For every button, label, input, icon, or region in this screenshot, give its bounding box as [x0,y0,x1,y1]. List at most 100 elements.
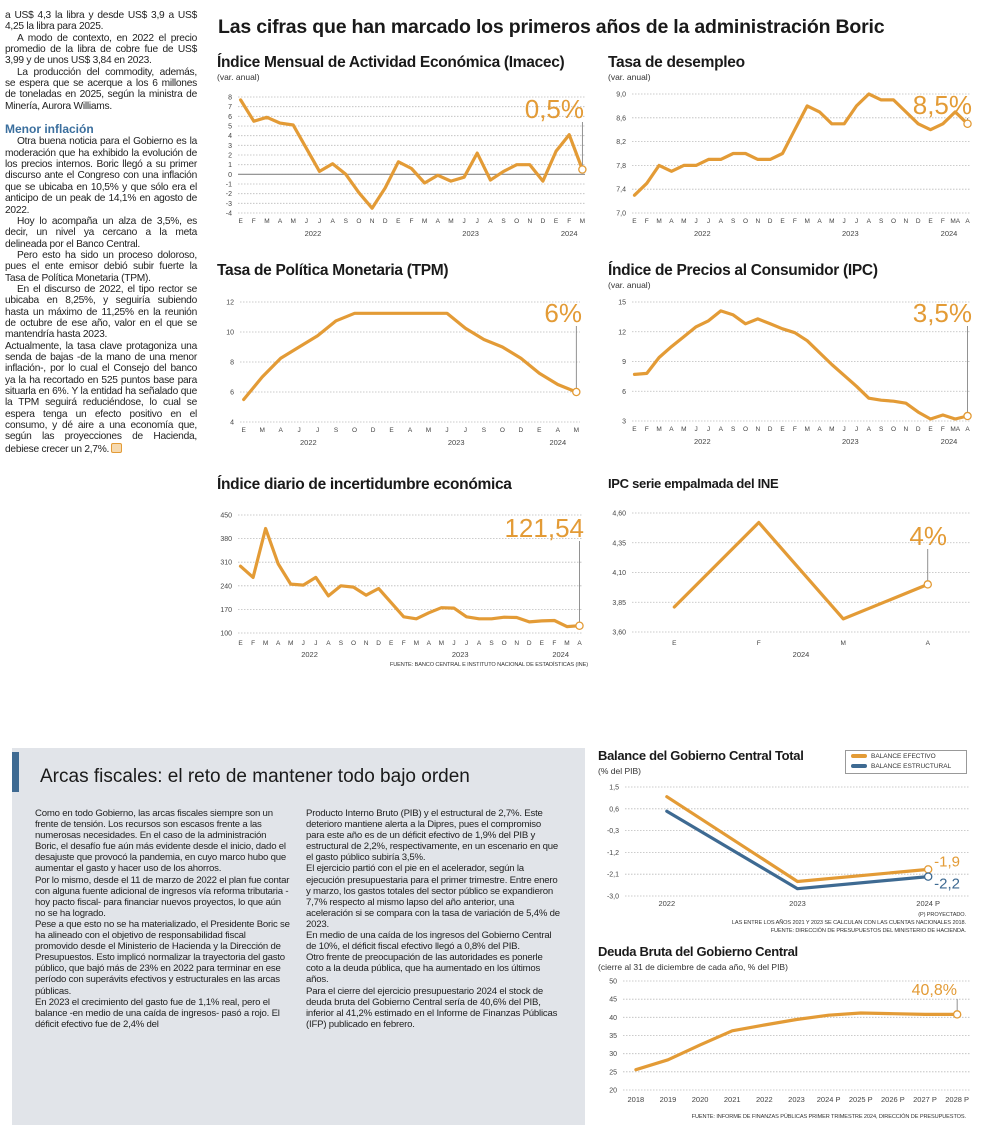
year-label: 2023 [842,229,859,238]
year-label: 2024 [941,437,958,446]
series-line [238,526,582,629]
x-tick-label: D [768,218,773,225]
x-tick-label: F [645,426,649,433]
x-tick-label: E [389,640,394,647]
x-tick-label: A [436,218,441,225]
legend-label: BALANCE EFECTIVO [871,752,936,760]
x-tick-label: E [554,218,559,225]
x-tick-label: A [867,218,872,225]
x-tick-label: S [482,427,487,434]
series-line [634,1011,959,1072]
x-tick-label: A [326,640,331,647]
chart-title-tpm: Tasa de Política Monetaria (TPM) [217,262,449,279]
x-tick-label: M [259,427,264,434]
end-value-label: -1,9 [934,853,960,870]
callout-value: 3,5% [913,298,972,328]
x-tick-label: S [879,218,884,225]
article-paragraph: Hoy lo acompaña un alza de 3,5%, es deci… [5,215,197,250]
y-tick-label: 8,2 [616,139,626,146]
x-tick-label: E [632,426,637,433]
x-tick-label: N [755,426,760,433]
x-tick-label: A [669,426,674,433]
chart-subtitle-balance: (% del PIB) [598,766,641,776]
x-tick-label: 2021 [724,1095,741,1104]
x-tick-label: J [316,427,319,434]
x-tick-label: S [731,218,736,225]
box-paragraph: En medio de una caída de los ingresos de… [306,930,552,953]
box-paragraph: En 2023 el crecimiento del gasto fue de … [35,996,280,1030]
x-tick-label: E [780,218,785,225]
chart-title-imacec: Índice Mensual de Actividad Económica (I… [217,54,565,71]
x-tick-label: S [344,218,349,225]
article-paragraph: Pero esto ha sido un proceso doloroso, p… [5,249,197,284]
x-tick-label: F [793,426,797,433]
x-tick-label: F [567,218,571,225]
note: (P) PROYECTADO. [918,912,966,918]
x-tick-label: E [396,218,401,225]
box-paragraph: Para el cierre del ejercicio presupuesta… [306,985,558,1030]
x-tick-label: F [410,218,414,225]
y-tick-label: 6 [622,389,626,396]
x-tick-label: J [318,218,321,225]
chart-legend-balance: BALANCE EFECTIVO BALANCE ESTRUCTURAL [845,750,967,774]
y-tick-label: 0,6 [609,806,619,813]
x-tick-label: F [757,640,761,647]
y-tick-label: 9,0 [616,92,626,99]
last-point-marker [952,1010,962,1019]
y-tick-label: 4,35 [612,540,626,547]
y-tick-label: 3 [228,143,232,150]
end-of-article-icon [111,442,123,453]
x-tick-label: S [334,427,339,434]
last-point-marker [572,387,581,397]
year-label: 2023 [452,650,469,659]
y-tick-label: 0 [228,172,232,179]
chart-subtitle-ipc: (var. anual) [608,280,651,290]
x-tick-label: O [891,426,896,433]
series-line [672,520,930,621]
x-tick-label: N [527,218,532,225]
x-tick-label: M [439,640,444,647]
fiscal-box-accent-bar [12,752,19,792]
x-tick-label: S [879,426,884,433]
x-tick-label: N [364,640,369,647]
article-paragraph: Actualmente, la tasa clave protagoniza u… [5,341,197,455]
box-paragraph: Pese a que esto no se ha materializado, … [35,918,290,997]
x-tick-label: M [414,640,419,647]
x-tick-label: O [743,218,748,225]
x-tick-label: E [632,218,637,225]
x-tick-label: A [330,218,335,225]
x-tick-label: A [276,640,281,647]
x-tick-label: D [519,427,524,434]
x-tick-label: J [302,640,305,647]
x-tick-label: N [370,218,375,225]
x-tick-label: A [427,640,432,647]
x-tick-label: M [574,427,579,434]
x-tick-label: D [916,218,921,225]
x-tick-label: F [251,640,255,647]
y-tick-label: 7,0 [616,211,626,218]
y-tick-label: 3 [622,419,626,426]
x-tick-label: J [298,427,301,434]
x-tick-label: S [339,640,344,647]
y-tick-label: -1 [226,182,232,189]
x-tick-label: O [352,427,357,434]
y-tick-label: 4,10 [612,570,626,577]
article-paragraph: La producción del commodity, además, se … [5,66,197,112]
series-line [242,311,578,402]
page-headline: Las cifras que han marcado los primeros … [218,16,885,38]
y-tick-label: 240 [220,583,232,590]
end-value-label: -2,2 [934,876,960,893]
x-tick-label: J [855,426,858,433]
note: FUENTE: DIRECCIÓN DE PRESUPUESTOS DEL MI… [770,928,966,934]
article-paragraph: En el discurso de 2022, el tipo rector s… [5,283,197,341]
x-tick-label: J [452,640,455,647]
y-tick-label: 1,5 [609,785,619,792]
x-tick-label: F [941,426,945,433]
x-tick-label: O [500,427,505,434]
y-tick-label: 30 [609,1051,617,1058]
x-tick-label: A [669,218,674,225]
callout-value: 8,5% [913,90,972,120]
